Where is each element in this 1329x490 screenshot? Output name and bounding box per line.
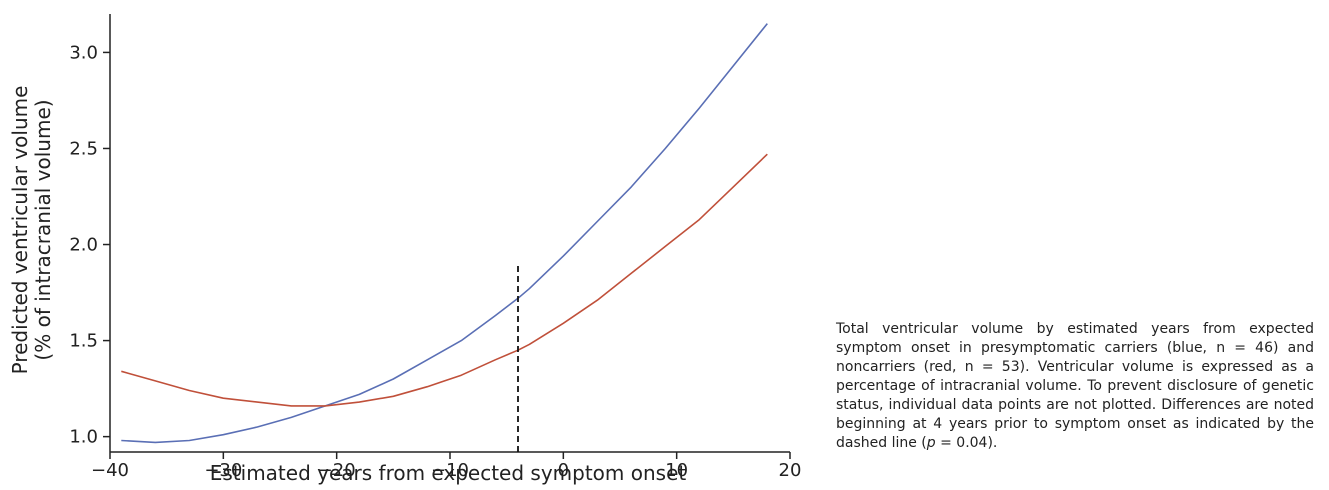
caption-main-text: Total ventricular volume by estimated ye… [836,321,1314,451]
y-tick-label: 1.0 [69,427,98,448]
axes [109,14,790,453]
y-tick-label: 2.0 [69,235,98,256]
y-axis-title-line2: (% of intracranial volume) [31,99,55,360]
y-tick-label: 2.5 [69,138,98,159]
x-ticks: −40 −30 −20 −10 0 10 20 [91,452,801,481]
x-tick-label: 20 [779,460,802,481]
series-line-red [121,153,768,407]
series-line-blue [121,23,768,444]
y-tick-label: 3.0 [69,42,98,63]
series-layer [121,23,768,444]
ventricular-volume-chart: −40 −30 −20 −10 0 10 20 1.0 1.5 2.0 2.5 3.0 Estima… [8,14,801,485]
y-tick-label: 1.5 [69,331,98,352]
y-axis-title-line1: Predicted ventricular volume [8,86,32,375]
x-tick-label: −30 [204,460,242,481]
figure-caption: Total ventricular volume by estimated ye… [836,320,1314,453]
x-tick-label: −40 [91,460,129,481]
x-axis-title: Estimated years from expected symptom on… [210,461,687,485]
caption-p-value: = 0.04). [935,435,998,451]
x-tick-label: 0 [558,460,569,481]
x-tick-label: −10 [431,460,469,481]
y-ticks: 1.0 1.5 2.0 2.5 3.0 [69,42,110,448]
x-tick-label: −20 [318,460,356,481]
caption-p-symbol: p [926,435,936,451]
x-tick-label: 10 [665,460,688,481]
